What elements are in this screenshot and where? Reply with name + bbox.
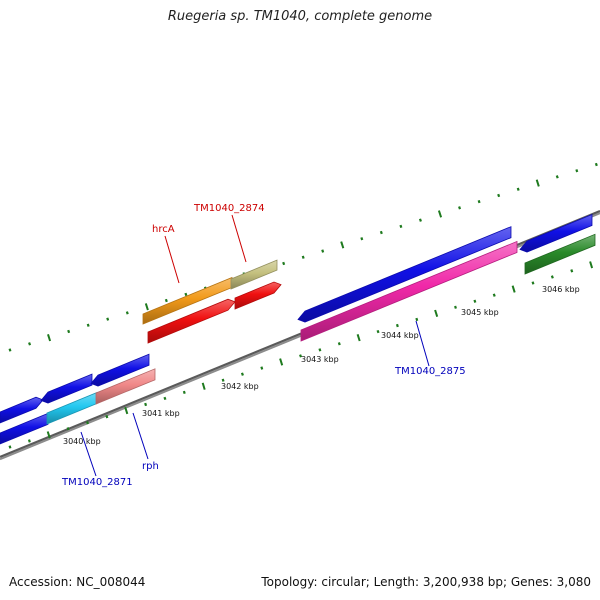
ruler-tick-lower — [318, 348, 322, 352]
leader-line — [164, 235, 180, 284]
ruler-tick-lower — [27, 439, 31, 443]
ruler-tick-lower — [144, 402, 148, 407]
ruler-tick-lower — [105, 414, 109, 419]
ruler-tick-upper — [86, 323, 90, 327]
map-title: Ruegeria sp. TM1040, complete genome — [167, 9, 433, 24]
ruler-tick-upper — [321, 249, 325, 253]
ruler-tick-upper — [106, 317, 110, 321]
ruler-tick-upper — [8, 348, 12, 352]
tick-label: 3046 kbp — [542, 285, 580, 294]
ruler-tick-lower — [240, 372, 244, 376]
tick-label: 3040 kbp — [63, 437, 101, 446]
gene-arrow-blue-ll4[interactable] — [0, 412, 49, 445]
ruler-tick-upper — [594, 162, 598, 167]
gene-arrow-blue-right[interactable] — [519, 213, 593, 253]
ruler-tick-lower — [550, 275, 554, 279]
ruler-tick-lower — [221, 378, 225, 382]
gene-arrow-blue-ll1[interactable] — [0, 396, 44, 424]
tick-label: 3044 kbp — [381, 331, 419, 340]
leader-line — [231, 214, 247, 263]
ruler-tick-upper — [184, 292, 188, 297]
ruler-tick-lower — [66, 427, 70, 431]
leader-line — [80, 431, 97, 477]
ruler-tick-lower — [182, 390, 186, 395]
ruler-tick-upper — [301, 255, 305, 259]
ruler-tick-upper — [340, 241, 345, 249]
ruler-tick-upper — [477, 199, 481, 204]
tick-label: 3042 kbp — [221, 382, 259, 391]
ruler-tick-upper — [282, 261, 286, 266]
tick-label: 3043 kbp — [301, 355, 339, 364]
leader-line — [415, 320, 430, 367]
gene-arrow-red[interactable] — [147, 298, 236, 344]
gene-label[interactable]: TM1040_2874 — [193, 203, 265, 214]
ruler-tick-lower — [260, 366, 264, 370]
tick-label: 3041 kbp — [142, 409, 180, 418]
ruler-tick-lower — [299, 354, 303, 358]
gene-label[interactable]: rph — [142, 461, 159, 472]
ruler-tick-upper — [28, 342, 32, 346]
gene-arrow-tm1040-2875[interactable] — [300, 240, 518, 342]
ruler-tick-lower — [511, 285, 516, 293]
ruler-tick-upper — [575, 169, 579, 173]
ruler-tick-lower — [337, 342, 341, 346]
ruler-tick-upper — [535, 179, 540, 187]
gene-arrow-blue-ll3[interactable] — [90, 353, 150, 387]
ruler-tick-lower — [279, 358, 284, 366]
ruler-tick-lower — [395, 323, 399, 328]
gene-label[interactable]: TM1040_2871 — [61, 477, 133, 488]
gene-label[interactable]: hrcA — [152, 224, 175, 235]
ruler-tick-lower — [589, 261, 594, 269]
genome-summary-label: Topology: circular; Length: 3,200,938 bp… — [261, 575, 591, 589]
ruler-tick-lower — [356, 334, 361, 342]
ruler-tick-lower — [86, 421, 89, 425]
ruler-tick-lower — [454, 305, 457, 309]
gene-arrow-green[interactable] — [524, 233, 596, 275]
gene-arrow-blue-ll2[interactable] — [40, 373, 93, 404]
ruler-tick-upper — [418, 218, 422, 222]
leader-line — [132, 412, 149, 460]
ruler-tick-upper — [125, 311, 129, 315]
gene-arrow-blue-long[interactable] — [297, 226, 512, 323]
ruler-tick-lower — [376, 329, 380, 334]
accession-label: Accession: NC_008044 — [9, 575, 146, 589]
ruler-tick-lower — [8, 445, 12, 449]
ruler-tick-upper — [144, 303, 149, 311]
ruler-tick-upper — [360, 237, 364, 241]
tick-label: 3045 kbp — [461, 308, 499, 317]
ruler-tick-upper — [379, 230, 383, 235]
ruler-tick-upper — [437, 210, 443, 218]
ruler-tick-lower — [201, 382, 206, 390]
ruler-tick-upper — [555, 175, 559, 179]
ruler-tick-upper — [458, 206, 462, 210]
ruler-tick-lower — [415, 317, 419, 322]
gene-arrow-rph[interactable] — [95, 368, 156, 405]
ruler-tick-upper — [164, 298, 168, 303]
ruler-tick-lower — [46, 431, 51, 439]
ruler-tick-upper — [497, 193, 501, 198]
ruler-tick-lower — [570, 269, 574, 273]
ruler-tick-upper — [47, 334, 52, 342]
ruler-tick-lower — [434, 309, 439, 317]
gene-arrow-red-2[interactable] — [234, 281, 282, 310]
ruler-tick-upper — [399, 224, 403, 229]
gene-label[interactable]: TM1040_2875 — [394, 366, 466, 377]
ruler-tick-lower — [531, 281, 535, 285]
ruler-tick-lower — [124, 406, 129, 415]
ruler-tick-lower — [492, 293, 496, 297]
ruler-tick-lower — [163, 396, 167, 401]
ruler-tick-upper — [516, 187, 520, 191]
gene-arrow-tm1040-2874[interactable] — [230, 259, 278, 290]
ruler-tick-lower — [473, 299, 477, 303]
ruler-tick-upper — [67, 329, 71, 334]
